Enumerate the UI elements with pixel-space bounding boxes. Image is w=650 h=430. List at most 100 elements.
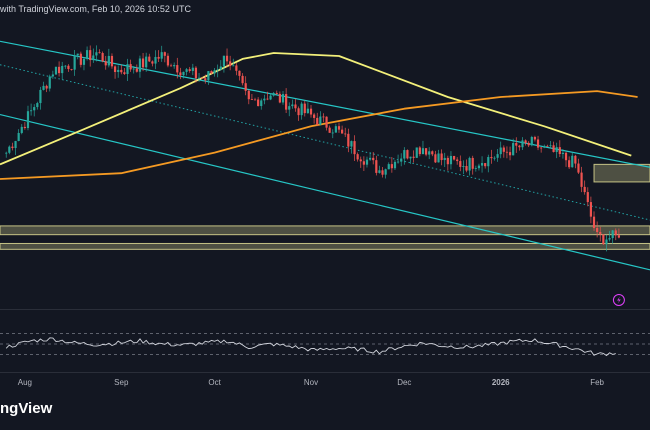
candle-body — [225, 55, 229, 62]
candle-body — [617, 235, 620, 238]
candle — [530, 135, 533, 147]
candle — [359, 156, 362, 168]
candle — [57, 61, 61, 77]
candle — [135, 64, 138, 73]
candle — [260, 98, 263, 110]
candle — [51, 70, 54, 79]
candle-body — [275, 92, 278, 94]
candle-body — [316, 117, 319, 125]
candle — [179, 67, 182, 80]
candle-body — [222, 55, 226, 67]
candle — [558, 140, 561, 157]
candle — [325, 116, 328, 131]
candle — [216, 64, 219, 78]
candle-body — [574, 155, 577, 164]
candle-body — [244, 83, 247, 91]
candles-group — [5, 45, 620, 252]
candle-body — [92, 55, 95, 61]
candle — [611, 230, 614, 244]
candle — [266, 91, 269, 101]
candle — [431, 150, 434, 157]
candle — [555, 142, 558, 159]
candle-body — [98, 52, 101, 54]
candle-body — [477, 165, 481, 169]
candle-body — [306, 108, 309, 114]
candle — [309, 105, 313, 118]
candle — [104, 55, 107, 70]
candle-body — [163, 52, 166, 56]
channel-line-2 — [0, 113, 650, 271]
candle — [141, 53, 145, 72]
candle-body — [580, 172, 583, 187]
candle-body — [176, 65, 179, 73]
candle-body — [250, 99, 254, 101]
candle-body — [5, 152, 8, 154]
candle-body — [70, 69, 73, 70]
candle — [222, 55, 226, 73]
candle-body — [440, 153, 443, 161]
candle-body — [17, 132, 20, 142]
candle-body — [79, 53, 82, 65]
candle-body — [546, 145, 549, 147]
candle-body — [502, 147, 505, 152]
candle-body — [496, 154, 499, 158]
candle-body — [490, 157, 493, 159]
candle-body — [602, 234, 605, 245]
candle-body — [113, 66, 117, 73]
candle-body — [508, 152, 512, 156]
candle — [341, 125, 344, 134]
candle-body — [210, 71, 213, 74]
candle — [244, 76, 247, 96]
candle-body — [428, 151, 431, 155]
candle — [322, 113, 325, 123]
candle — [92, 48, 95, 63]
candle — [76, 53, 79, 60]
candle — [328, 125, 331, 133]
candle-body — [493, 157, 496, 159]
candle-body — [101, 53, 104, 62]
candle — [540, 146, 543, 153]
candle — [117, 65, 120, 78]
candle-body — [518, 145, 521, 148]
candle-body — [437, 153, 440, 163]
candle-body — [14, 141, 17, 149]
candle — [238, 70, 241, 81]
candle — [480, 156, 484, 173]
candle — [61, 61, 64, 80]
candle — [278, 91, 282, 104]
channel-midline — [0, 64, 650, 221]
candle-body — [145, 56, 148, 68]
candle — [169, 63, 173, 67]
candle — [210, 70, 213, 75]
candle-body — [54, 66, 58, 75]
candle — [577, 158, 580, 175]
candle — [487, 154, 490, 173]
candle — [614, 228, 617, 241]
candle-body — [577, 163, 580, 173]
candle-body — [160, 52, 163, 59]
candle-body — [540, 147, 543, 149]
candle-body — [552, 145, 555, 152]
rsi-line — [5, 337, 616, 357]
candle-body — [278, 93, 282, 103]
candle-body — [421, 148, 425, 155]
candle — [449, 151, 453, 170]
candle-body — [365, 159, 369, 165]
candle-body — [347, 133, 350, 147]
candle — [496, 148, 499, 162]
candle-body — [412, 156, 415, 158]
candle — [462, 160, 465, 175]
candle — [549, 140, 552, 149]
candle-body — [589, 202, 593, 217]
candle — [552, 141, 555, 153]
candle-body — [166, 55, 170, 66]
candle — [11, 142, 14, 151]
candle-body — [232, 65, 235, 67]
candle — [285, 88, 288, 114]
candle-body — [328, 127, 331, 133]
lightning-icon — [612, 294, 625, 306]
candle-body — [568, 160, 571, 168]
candle-body — [362, 161, 365, 165]
candle — [356, 152, 359, 162]
